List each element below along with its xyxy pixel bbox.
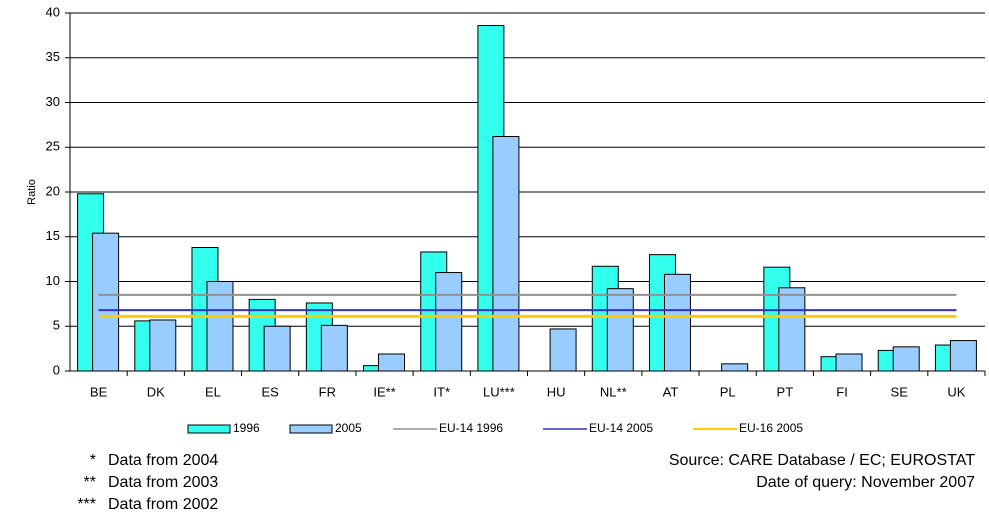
y-tick-label: 5 (53, 318, 60, 333)
x-tick-label: PL (720, 384, 736, 399)
bar (206, 281, 234, 372)
x-tick-label: NL** (600, 384, 627, 399)
x-tick-label: SE (891, 384, 909, 399)
x-tick-label: UK (947, 384, 965, 399)
x-tick-label: LU*** (483, 384, 515, 399)
source: Source: CARE Database / EC; EUROSTAT (669, 452, 975, 469)
x-tick-label: IE** (373, 384, 395, 399)
legend-label: EU-14 1996 (439, 421, 503, 435)
query-date: Date of query: November 2007 (756, 474, 975, 491)
y-tick-label: 15 (46, 228, 60, 243)
footnote-text: Data from 2003 (108, 474, 218, 491)
footnote-mark: *** (77, 496, 96, 513)
x-tick-label: PT (777, 384, 794, 399)
bar (435, 272, 463, 372)
bar (549, 328, 577, 372)
x-tick-label: EL (205, 384, 221, 399)
y-tick-label: 0 (53, 362, 60, 377)
y-tick-label: 20 (46, 183, 60, 198)
x-tick-label: ES (261, 384, 279, 399)
bar (320, 324, 348, 372)
bar (835, 353, 863, 372)
y-axis-label: Ratio (26, 179, 38, 205)
legend-swatch (289, 424, 333, 434)
bar (663, 273, 691, 372)
bar (778, 287, 806, 372)
bar (892, 346, 920, 372)
bar (606, 288, 634, 372)
footnote-text: Data from 2004 (108, 452, 218, 469)
legend-label: EU-16 2005 (739, 421, 803, 435)
legend-label: EU-14 2005 (589, 421, 653, 435)
bar (378, 353, 406, 372)
bar (721, 363, 749, 372)
legend-label: 1996 (233, 421, 260, 435)
x-tick-label: FR (319, 384, 336, 399)
footnote-text: Data from 2002 (108, 496, 218, 513)
y-tick-label: 10 (46, 273, 60, 288)
bar (492, 136, 520, 372)
x-tick-label: DK (147, 384, 165, 399)
footnote-mark: ** (84, 474, 96, 491)
y-tick-label: 30 (46, 94, 60, 109)
x-tick-label: BE (90, 384, 108, 399)
y-tick-label: 35 (46, 49, 60, 64)
legend-swatch (187, 424, 231, 434)
bar (149, 319, 177, 372)
y-tick-label: 25 (46, 139, 60, 154)
footnote-mark: * (90, 452, 96, 469)
y-tick-label: 40 (46, 4, 60, 19)
x-tick-label: IT* (433, 384, 450, 399)
x-tick-label: FI (836, 384, 848, 399)
legend-label: 2005 (335, 421, 362, 435)
bar (92, 232, 120, 372)
x-tick-label: HU (547, 384, 566, 399)
x-tick-label: AT (663, 384, 679, 399)
bar (263, 325, 291, 372)
bar (949, 340, 977, 372)
